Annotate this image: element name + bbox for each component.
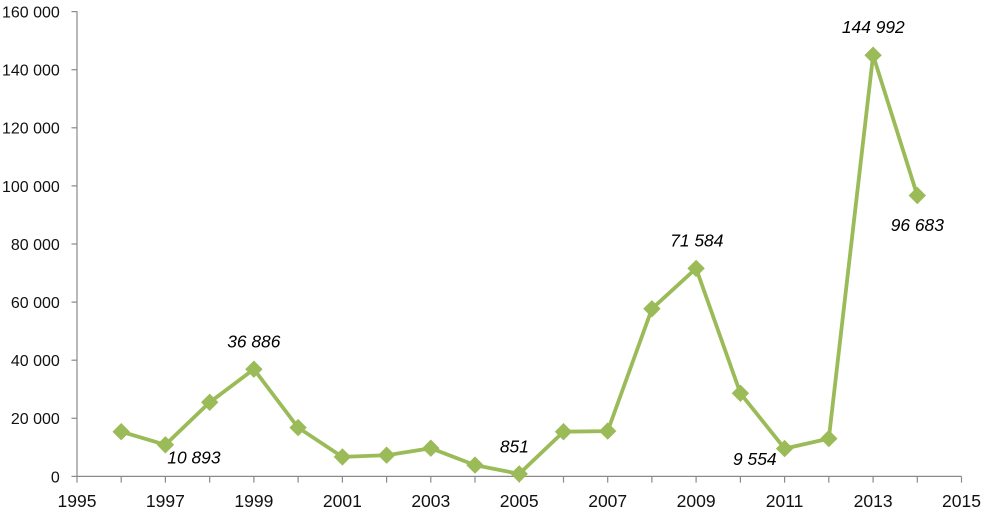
svg-text:1999: 1999: [234, 491, 273, 511]
svg-text:160 000: 160 000: [2, 5, 60, 22]
svg-text:144 992: 144 992: [842, 17, 905, 37]
svg-text:2015: 2015: [942, 491, 981, 511]
svg-text:9 554: 9 554: [733, 449, 777, 469]
svg-text:96 683: 96 683: [891, 215, 945, 235]
svg-text:2005: 2005: [500, 491, 539, 511]
svg-text:2001: 2001: [323, 491, 362, 511]
svg-text:2007: 2007: [588, 491, 627, 511]
svg-text:100 000: 100 000: [2, 179, 60, 196]
svg-text:20 000: 20 000: [11, 411, 60, 428]
svg-text:36 886: 36 886: [227, 331, 281, 351]
svg-text:2009: 2009: [677, 491, 716, 511]
svg-text:1997: 1997: [146, 491, 185, 511]
svg-text:120 000: 120 000: [2, 121, 60, 138]
svg-text:2011: 2011: [766, 491, 804, 511]
svg-text:1995: 1995: [58, 491, 97, 511]
svg-text:80 000: 80 000: [11, 237, 60, 254]
svg-text:140 000: 140 000: [2, 63, 60, 80]
svg-text:851: 851: [500, 437, 529, 457]
svg-text:2003: 2003: [411, 491, 450, 511]
svg-text:10 893: 10 893: [167, 448, 221, 468]
svg-text:71 584: 71 584: [670, 230, 724, 250]
svg-text:2013: 2013: [854, 491, 893, 511]
svg-text:0: 0: [51, 469, 60, 486]
svg-text:60 000: 60 000: [11, 295, 60, 312]
svg-text:40 000: 40 000: [11, 353, 60, 370]
